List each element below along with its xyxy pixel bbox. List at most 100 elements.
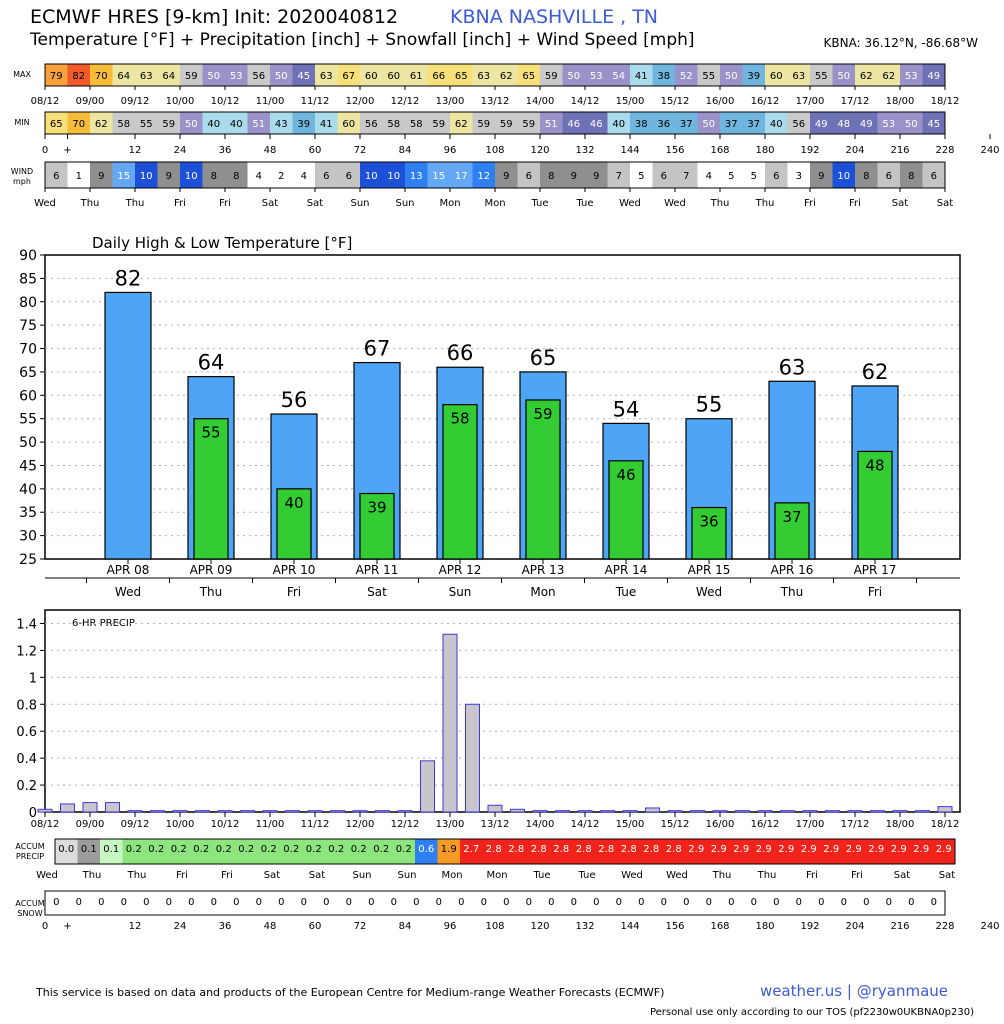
max-strip-cell — [922, 64, 945, 86]
accum-precip-value: 2.8 — [643, 844, 659, 855]
temp-x-category: APR 12 — [439, 563, 482, 577]
wind-strip-day-tick: Mon — [484, 198, 505, 209]
accum-snow-value: 0 — [481, 897, 487, 908]
wind-strip-value: 6 — [886, 171, 892, 182]
precip-bar — [397, 810, 413, 813]
max-strip-date-tick: 17/12 — [841, 96, 870, 107]
precip-x-tick-label: 15/12 — [661, 819, 690, 830]
accum-precip-cell — [752, 839, 775, 864]
accum-snow-value: 0 — [233, 897, 239, 908]
min-strip-cell — [630, 112, 653, 134]
forecast-strips: MAX 79 82 70 64 63 64 59 50 53 56 50 45 63 67 60 60 61 66 6… — [11, 63, 1000, 209]
accum-snow-value: 0 — [593, 897, 599, 908]
wind-strip-cell — [270, 162, 293, 188]
accum-precip-value: 0.2 — [238, 844, 254, 855]
max-strip-cell — [720, 64, 743, 86]
min-strip-hour-tick: 60 — [309, 145, 322, 156]
max-strip-value: 62 — [860, 71, 873, 82]
max-strip-value: 49 — [927, 71, 940, 82]
wind-strip-value: 15 — [117, 171, 130, 182]
accum-snow-value: 0 — [436, 897, 442, 908]
min-strip-cell — [405, 112, 428, 134]
low-temp-bar — [525, 399, 561, 560]
wind-strip-day-tick: Sat — [892, 198, 908, 209]
accum-precip-day-tick: Thu — [127, 870, 147, 881]
min-strip-value: 62 — [455, 119, 468, 130]
high-temp-label: 55 — [696, 393, 723, 417]
min-strip-hour-tick: 216 — [890, 145, 909, 156]
precip-bar — [150, 810, 165, 813]
accum-precip-day-tick: Thu — [757, 870, 777, 881]
accum-snow-hour-tick: 60 — [309, 921, 322, 932]
accum-precip-value: 0.2 — [351, 844, 367, 855]
wind-strip-value: 6 — [661, 171, 667, 182]
temp-y-tick-label: 30 — [19, 529, 37, 545]
max-strip-date-tick: 14/12 — [571, 96, 600, 107]
max-strip-value: 55 — [815, 71, 828, 82]
min-strip-cell — [900, 112, 923, 134]
precip-bar — [645, 807, 660, 813]
min-strip-value: 46 — [567, 119, 580, 130]
min-strip-hour-tick: 192 — [800, 145, 819, 156]
min-strip-cell — [135, 112, 158, 134]
accum-snow-value: 0 — [188, 897, 194, 908]
temp-y-tick-label: 25 — [19, 552, 37, 568]
max-strip-value: 70 — [95, 71, 108, 82]
low-temp-bar — [442, 404, 478, 560]
min-strip-cell — [337, 112, 360, 134]
min-strip-value: 58 — [117, 119, 130, 130]
footer-link[interactable]: weather.us | @ryanmaue — [759, 982, 948, 1000]
temp-x-category: APR 13 — [522, 563, 565, 577]
wind-strip-cell — [225, 162, 248, 188]
min-strip-value: 43 — [275, 119, 288, 130]
accum-precip-cell — [325, 839, 348, 864]
max-strip-cell — [562, 64, 585, 86]
wind-strip-cell — [67, 162, 90, 188]
accum-precip-value: 2.8 — [531, 844, 547, 855]
max-strip-value: 39 — [747, 71, 760, 82]
accum-precip-value: 2.9 — [801, 844, 817, 855]
min-strip-value: 41 — [320, 119, 333, 130]
max-strip-value: 60 — [770, 71, 783, 82]
wind-strip-value: 2 — [278, 171, 284, 182]
accum-precip-value: 2.9 — [778, 844, 794, 855]
footer-attribution: This service is based on data and produc… — [36, 986, 665, 999]
accum-precip-cell — [235, 839, 258, 864]
min-strip-cell — [450, 112, 473, 134]
accum-precip-cell — [887, 839, 910, 864]
wind-strip-value: 5 — [638, 171, 644, 182]
accum-precip-cell — [640, 839, 663, 864]
accum-precip-cell — [572, 839, 595, 864]
precip-x-tick-label: 13/00 — [436, 819, 465, 830]
min-strip-value: 59 — [500, 119, 513, 130]
precip-bar — [420, 760, 435, 813]
wind-strip-cell — [562, 162, 585, 188]
accum-precip-value: 2.9 — [868, 844, 884, 855]
max-strip-value: 67 — [342, 71, 355, 82]
temp-chart-title: Daily High & Low Temperature [°F] — [92, 234, 352, 252]
max-strip-cell — [360, 64, 383, 86]
temp-x-weekday: Fri — [287, 585, 301, 599]
min-strip-hour-tick: 168 — [710, 145, 729, 156]
accum-precip-day-tick: Thu — [82, 870, 102, 881]
accum-snow-value: 0 — [121, 897, 127, 908]
min-strip-value: 46 — [590, 119, 603, 130]
precip-bar — [712, 810, 728, 813]
max-strip-value: 65 — [522, 71, 535, 82]
accum-precip-cell — [370, 839, 393, 864]
accum-snow-hour-tick: 96 — [444, 921, 457, 932]
accum-snow-value: 0 — [818, 897, 824, 908]
min-strip-value: 58 — [410, 119, 423, 130]
accum-precip-value: 0.2 — [148, 844, 164, 855]
max-strip-cell — [247, 64, 270, 86]
precip-bar — [240, 810, 255, 813]
accum-precip-cell — [280, 839, 303, 864]
accum-precip-day-tick: Fri — [851, 870, 863, 881]
wind-strip-cell — [112, 162, 135, 188]
temp-x-weekday: Wed — [696, 585, 722, 599]
accum-snow-hour-tick: 0 — [42, 921, 48, 932]
max-strip-date-tick: 12/12 — [391, 96, 420, 107]
low-temp-label: 55 — [201, 424, 220, 442]
wind-strip-value: 8 — [211, 171, 217, 182]
accum-snow-hour-tick: + — [63, 921, 71, 932]
